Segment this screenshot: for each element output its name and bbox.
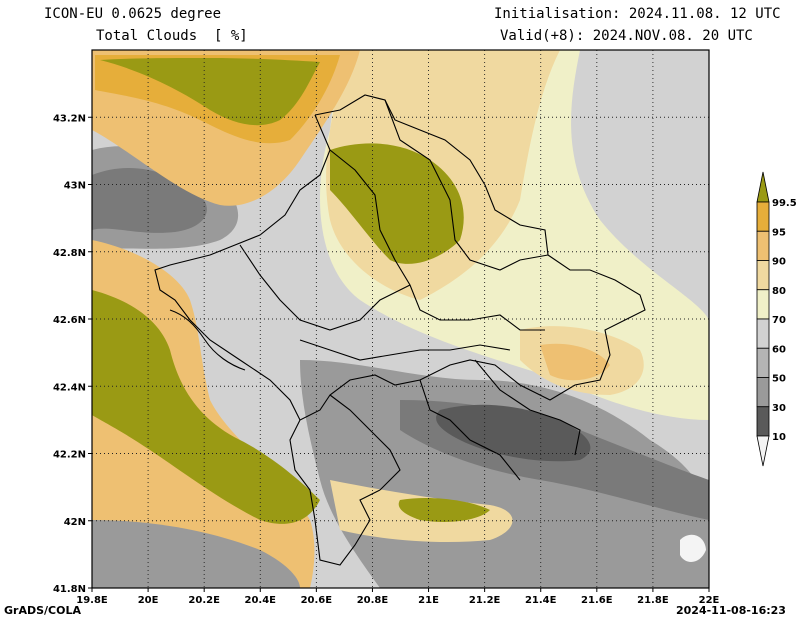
cloud-region-50-southwest [92,520,300,588]
valid-time: Valid(+8): 2024.NOV.08. 20 UTC [500,28,753,44]
colorbar-segment [756,230,770,261]
creation-timestamp: 2024-11-08-16:23 [676,604,786,617]
colorbar-max-triangle [756,171,770,203]
cloud-region-100-west [92,290,320,524]
border-inner-3 [239,244,411,331]
colorbar-label: 10 [772,432,786,443]
cloud-region-clear-southeast [680,534,706,562]
lon-tick-label: 21.6E [581,595,613,606]
colorbar-segment [756,318,770,349]
lon-tick-label: 20.6E [301,595,333,606]
lon-tick-label: 20.4E [245,595,277,606]
latitude-axis: 41.8N 42N 42.2N 42.4N 42.6N 42.8N 43N 43.2N [53,113,92,595]
lat-tick-label: 42.2N [53,450,86,461]
border-outer [289,94,646,566]
border-inner-4 [299,339,511,361]
lon-tick-label: 20.8E [357,595,389,606]
cloud-region-10-southeast [436,404,591,462]
lon-tick-label: 21.2E [469,595,501,606]
colorbar-label: 70 [772,315,786,326]
variable-title: Total Clouds [ %] [96,28,248,44]
colorbar-segment [756,377,770,408]
country-borders [154,94,646,566]
border-inner-5 [419,379,521,481]
lon-tick-label: 22E [699,595,720,606]
border-inner-7 [474,359,581,456]
initialisation-time: Initialisation: 2024.11.08. 12 UTC [494,6,781,22]
graticule [92,50,709,588]
colorbar-label: 95 [772,227,786,238]
border-coast [169,309,246,371]
lat-tick-label: 42.8N [53,248,86,259]
colorbar-segment [756,347,770,378]
colorbar-segment [756,289,770,320]
cloud-region-100-north-centre [330,143,464,264]
border-inner-6 [329,394,401,491]
border-inner-2 [384,99,549,271]
lat-tick-label: 42.6N [53,315,86,326]
lat-tick-label: 41.8N [53,584,86,595]
grads-credit: GrADS/COLA [4,604,81,617]
lon-tick-label: 19.8E [76,595,108,606]
lat-tick-label: 43.2N [53,113,86,124]
colorbar-segment [756,406,770,437]
cloud-region-95-east [540,343,610,381]
colorbar-segment [756,201,770,232]
model-title: ICON-EU 0.0625 degree [44,6,222,22]
colorbar-label: 50 [772,374,786,385]
lon-tick-label: 21.4E [525,595,557,606]
cloud-region-100-northwest [100,58,320,126]
colorbar-label: 30 [772,403,786,414]
colorbar-label: 80 [772,286,786,297]
colorbar-label: 60 [772,344,786,355]
colorbar-legend: 99.5 95 90 80 70 60 50 30 10 [756,171,797,467]
longitude-axis: 19.8E 20E 20.2E 20.4E 20.6E 20.8E 21E 21.2E 21.4… [76,588,720,606]
lon-tick-label: 20.2E [188,595,220,606]
lon-tick-label: 21.8E [637,595,669,606]
lat-tick-label: 42.4N [53,382,86,393]
colorbar-min-triangle [756,435,770,467]
colorbar-segment [756,260,770,291]
cloud-region-100-south [398,498,490,522]
border-inner-1 [329,149,545,331]
lon-tick-label: 20E [138,595,159,606]
colorbar-label: 90 [772,257,786,268]
lat-tick-label: 43N [64,181,86,192]
lat-tick-label: 42N [64,517,86,528]
border-west [154,114,331,421]
colorbar-label: 99.5 [772,198,797,209]
lon-tick-label: 21E [418,595,439,606]
